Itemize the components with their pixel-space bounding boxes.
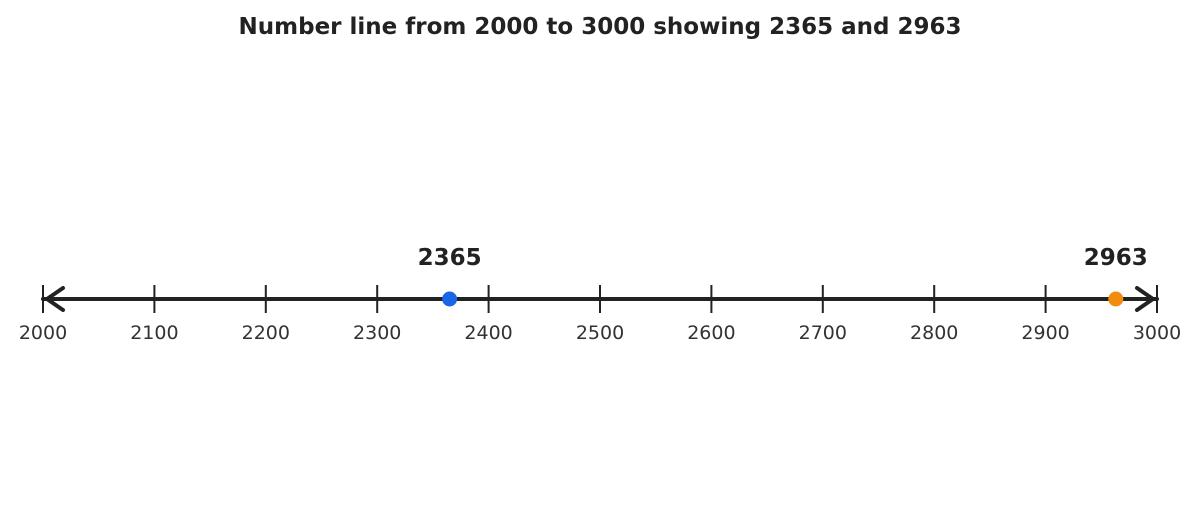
tick-label: 2400 — [464, 322, 512, 344]
tick-label: 2000 — [19, 322, 67, 344]
tick-label: 2800 — [910, 322, 958, 344]
tick-label: 2600 — [687, 322, 735, 344]
tick-label: 2100 — [130, 322, 178, 344]
point-label: 2963 — [1084, 245, 1148, 271]
tick-labels: 2000 2100 2200 2300 2400 2500 2600 2700 2800 2900… — [19, 322, 1181, 344]
right-arrow-icon — [1135, 286, 1155, 312]
tick-label: 2200 — [242, 322, 290, 344]
tick-label: 2900 — [1021, 322, 1069, 344]
figure-title: Number line from 2000 to 3000 showing 23… — [239, 14, 962, 40]
tick-label: 2300 — [353, 322, 401, 344]
tick-marks — [42, 285, 1158, 313]
tick-label: 3000 — [1133, 322, 1181, 344]
point-marker — [1108, 291, 1124, 307]
point-marker — [442, 291, 458, 307]
plotted-points: 2365 2963 — [418, 245, 1148, 307]
point-label: 2365 — [418, 245, 482, 271]
tick-label: 2500 — [576, 322, 624, 344]
left-arrow-icon — [45, 286, 65, 312]
tick-label: 2700 — [799, 322, 847, 344]
